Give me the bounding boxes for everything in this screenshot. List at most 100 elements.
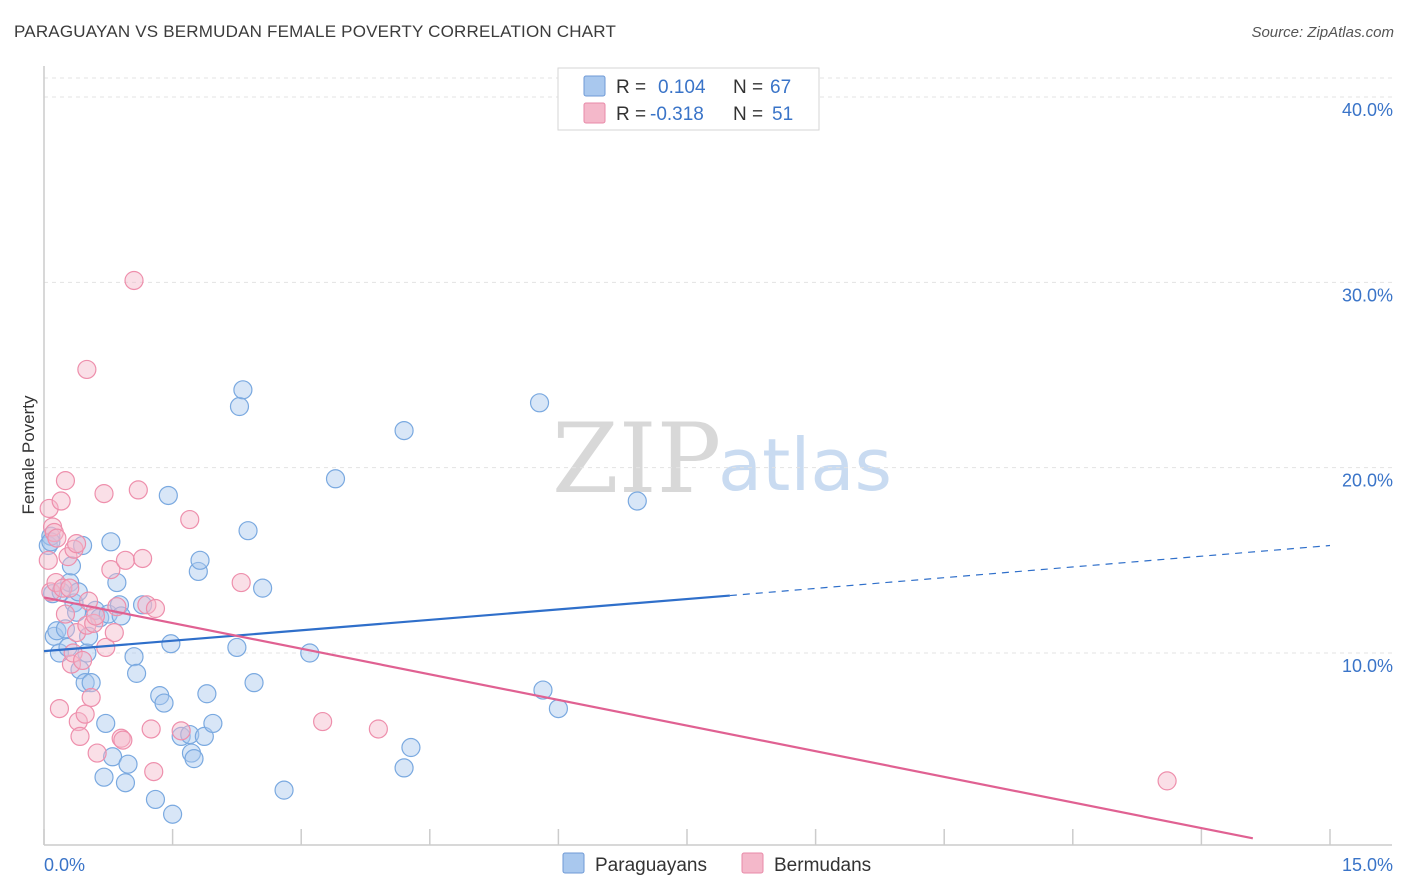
point-bermudans bbox=[47, 528, 67, 548]
bottom-legend: Paraguayans Bermudans bbox=[562, 852, 871, 876]
trend-line-paraguayans bbox=[43, 594, 730, 653]
point-bermudans bbox=[113, 730, 133, 750]
point-bermudans bbox=[104, 623, 124, 643]
point-bermudans bbox=[70, 726, 90, 747]
legend-n-label: N = bbox=[733, 104, 763, 125]
watermark-atlas: atlas bbox=[718, 423, 892, 507]
point-paraguayans bbox=[227, 637, 247, 658]
point-paraguayans bbox=[233, 380, 253, 400]
point-paraguayans bbox=[124, 647, 144, 667]
point-bermudans bbox=[51, 491, 71, 511]
y-tick-label: 40.0% bbox=[1342, 100, 1393, 120]
point-paraguayans bbox=[132, 595, 153, 615]
point-bermudans bbox=[171, 721, 191, 741]
point-paraguayans bbox=[94, 767, 114, 787]
point-paraguayans bbox=[96, 713, 116, 734]
point-paraguayans bbox=[158, 485, 178, 506]
y-tick-label: 20.0% bbox=[1342, 471, 1393, 491]
point-bermudans bbox=[81, 687, 101, 708]
point-paraguayans bbox=[244, 673, 264, 693]
point-bermudans bbox=[68, 711, 88, 732]
chart-title: PARAGUAYAN VS BERMUDAN FEMALE POVERTY CO… bbox=[14, 22, 617, 41]
source-label: Source: ZipAtlas.com bbox=[1251, 24, 1394, 41]
point-paraguayans bbox=[161, 634, 181, 654]
point-bermudans bbox=[144, 762, 164, 782]
y-tick-label: 10.0% bbox=[1342, 656, 1393, 676]
point-paraguayans bbox=[238, 521, 258, 541]
data-points bbox=[38, 270, 1177, 824]
y-axis-label: Female Poverty bbox=[19, 395, 38, 515]
point-paraguayans bbox=[394, 758, 414, 778]
point-bermudans bbox=[66, 623, 87, 643]
point-bermudans bbox=[180, 509, 200, 530]
point-bermudans bbox=[141, 719, 161, 739]
point-bermudans bbox=[55, 604, 76, 624]
point-paraguayans bbox=[101, 532, 121, 552]
point-bermudans bbox=[60, 578, 80, 598]
point-bermudans bbox=[94, 484, 114, 504]
point-paraguayans bbox=[115, 773, 136, 793]
legend-r-label: R = bbox=[616, 77, 646, 98]
point-bermudans bbox=[368, 719, 388, 739]
point-paraguayans bbox=[145, 789, 166, 810]
point-bermudans bbox=[87, 743, 107, 763]
point-paraguayans bbox=[81, 673, 101, 693]
legend-n-value: 51 bbox=[772, 104, 793, 125]
bottom-legend-swatch-paraguayans bbox=[562, 852, 585, 874]
point-paraguayans bbox=[274, 780, 294, 800]
point-bermudans bbox=[75, 704, 95, 724]
point-paraguayans bbox=[163, 804, 183, 824]
point-paraguayans bbox=[203, 713, 223, 734]
legend-r-label: R = bbox=[616, 104, 646, 125]
point-bermudans bbox=[38, 550, 58, 570]
legend-swatch-paraguayans bbox=[583, 75, 606, 97]
point-paraguayans bbox=[118, 754, 138, 774]
watermark-zip: ZIP bbox=[552, 403, 721, 515]
point-paraguayans bbox=[126, 663, 147, 683]
point-bermudans bbox=[84, 613, 104, 633]
point-bermudans bbox=[115, 550, 136, 570]
trend-line-paraguayans-extension bbox=[729, 544, 1331, 597]
point-paraguayans bbox=[325, 469, 346, 489]
axes bbox=[43, 66, 1392, 846]
trend-lines bbox=[43, 544, 1331, 840]
point-bermudans bbox=[55, 471, 76, 491]
point-bermudans bbox=[72, 650, 93, 671]
tick-labels: 10.0% 20.0% 30.0% 40.0% 0.0% 15.0% bbox=[44, 100, 1393, 875]
point-paraguayans bbox=[190, 550, 210, 570]
point-bermudans bbox=[41, 582, 61, 602]
point-bermudans bbox=[1157, 771, 1177, 791]
point-bermudans bbox=[53, 578, 73, 598]
point-paraguayans bbox=[229, 396, 250, 417]
legend-r-value: -0.318 bbox=[650, 104, 704, 125]
point-bermudans bbox=[231, 572, 251, 593]
point-paraguayans bbox=[197, 684, 217, 704]
point-paraguayans bbox=[529, 393, 550, 413]
bottom-legend-swatch-bermudans bbox=[741, 852, 764, 874]
point-bermudans bbox=[77, 359, 97, 380]
point-paraguayans bbox=[401, 737, 421, 758]
point-bermudans bbox=[101, 559, 121, 580]
point-paraguayans bbox=[75, 673, 95, 693]
x-tick-label: 0.0% bbox=[44, 855, 85, 875]
point-paraguayans bbox=[300, 643, 320, 663]
point-bermudans bbox=[49, 698, 70, 719]
point-bermudans bbox=[132, 548, 153, 569]
point-bermudans bbox=[313, 711, 333, 732]
point-paraguayans bbox=[55, 619, 76, 639]
legend-r-value: 0.104 bbox=[658, 77, 706, 98]
y-tick-label: 30.0% bbox=[1342, 285, 1393, 305]
point-bermudans bbox=[145, 598, 166, 619]
point-bermudans bbox=[128, 480, 148, 500]
legend-swatch-bermudans bbox=[583, 102, 606, 124]
bottom-legend-bermudans: Bermudans bbox=[774, 855, 871, 876]
point-paraguayans bbox=[184, 749, 204, 769]
legend-n-label: N = bbox=[733, 77, 763, 98]
point-paraguayans bbox=[154, 693, 174, 713]
point-bermudans bbox=[39, 498, 59, 519]
legend-n-value: 67 bbox=[770, 77, 791, 98]
x-tick-label: 15.0% bbox=[1342, 855, 1393, 875]
point-paraguayans bbox=[533, 680, 553, 700]
top-legend: R = 0.104 N = 67 R = -0.318 N = 51 bbox=[557, 67, 820, 131]
